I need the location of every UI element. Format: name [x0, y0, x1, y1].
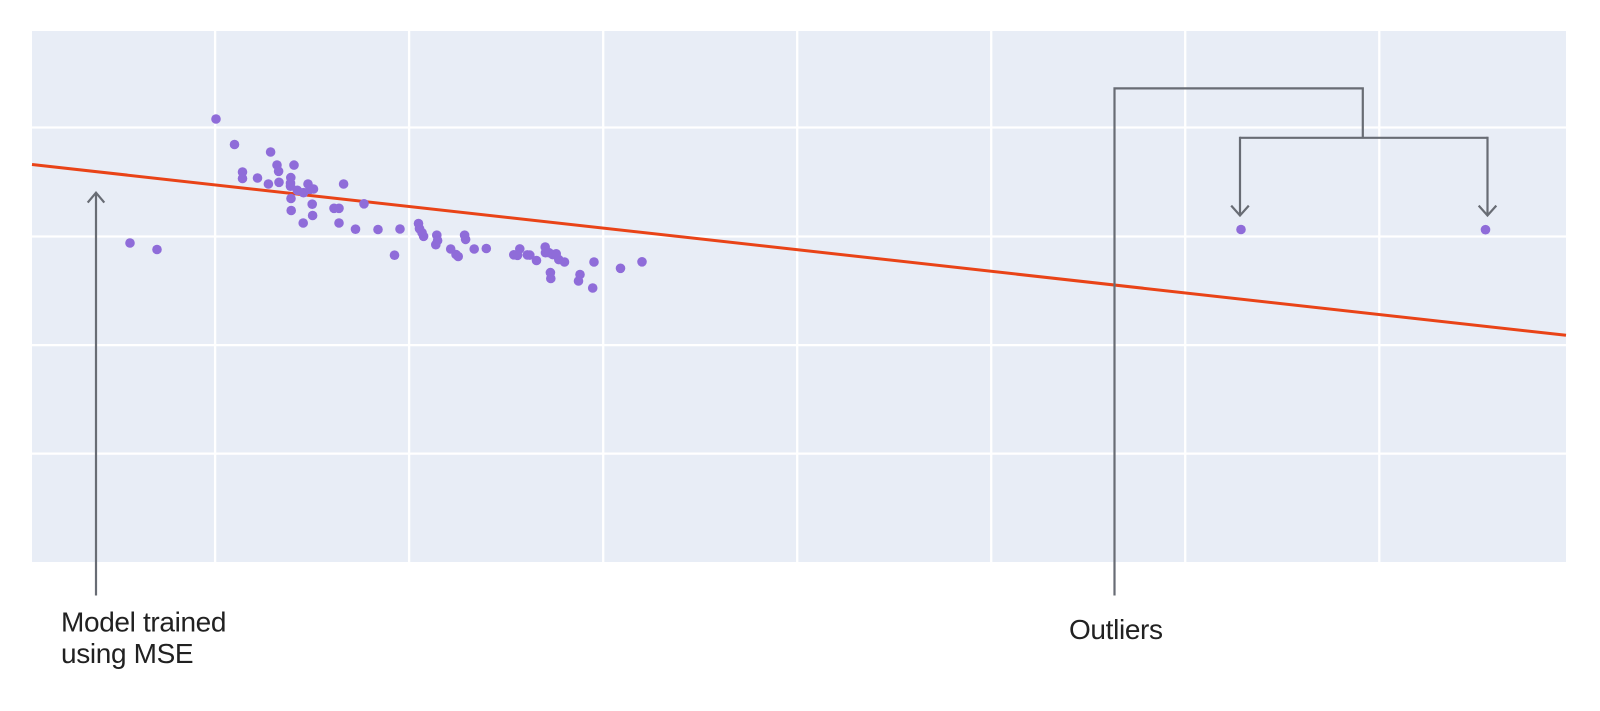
svg-text:Outliers: Outliers — [1069, 614, 1163, 645]
svg-text:using MSE: using MSE — [61, 638, 193, 669]
svg-text:Model trained: Model trained — [61, 607, 226, 638]
